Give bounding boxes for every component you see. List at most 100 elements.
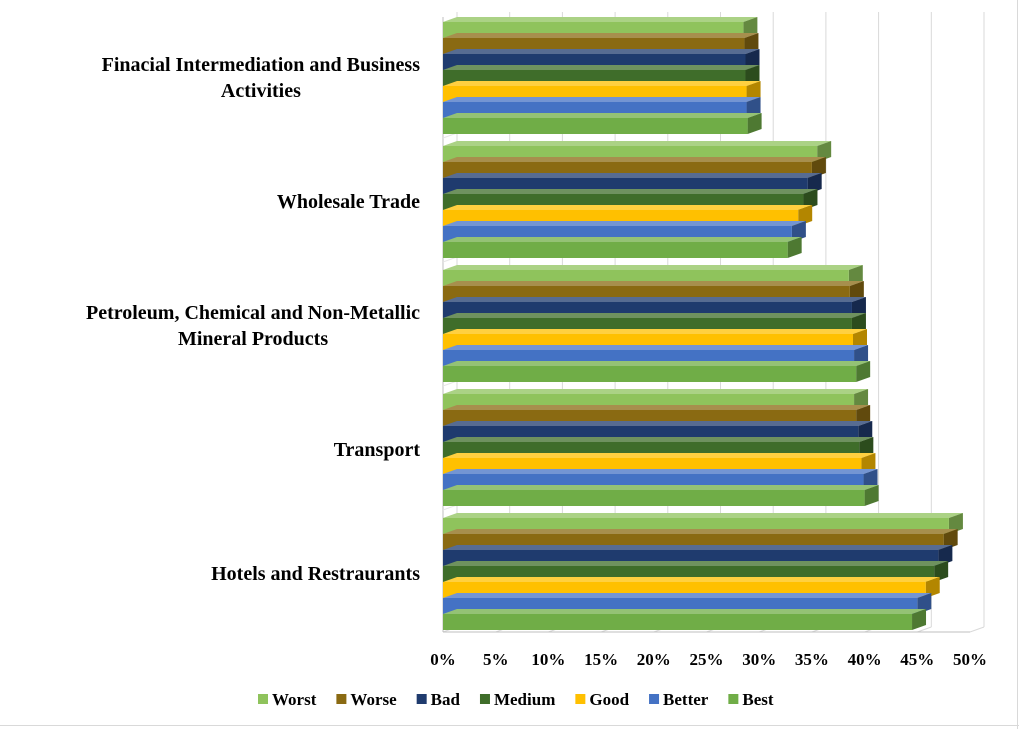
bar-best-1 — [443, 237, 802, 258]
bar-top-face — [443, 593, 932, 598]
x-tick-label: 5% — [483, 650, 509, 669]
bar-end-face — [912, 609, 927, 630]
bar-end-face — [811, 157, 826, 178]
bar-end-face — [943, 529, 958, 550]
category-label: Hotels and Restraurants — [211, 563, 420, 585]
bar-top-face — [443, 189, 818, 194]
bar-end-face — [853, 329, 868, 350]
bar-end-face — [807, 173, 822, 194]
legend-label: Bad — [431, 690, 461, 709]
bar-top-face — [443, 577, 940, 582]
legend-item-worse: Worse — [336, 690, 397, 709]
bar-end-face — [848, 265, 863, 286]
legend-swatch — [258, 694, 268, 704]
bar-top-face — [443, 97, 761, 102]
bar-top-face — [443, 529, 958, 534]
bar-end-face — [747, 113, 762, 134]
bar-end-face — [854, 345, 869, 366]
bar-top-face — [443, 405, 871, 410]
x-tick-label: 50% — [953, 650, 987, 669]
bar-best-0 — [443, 113, 762, 134]
bar-top-face — [443, 81, 761, 86]
legend-label: Best — [742, 690, 774, 709]
x-tick-label: 10% — [531, 650, 565, 669]
legend-label: Good — [589, 690, 629, 709]
legend-item-good: Good — [575, 690, 630, 709]
category-label: Transport — [334, 439, 421, 461]
bar-end-face — [858, 421, 873, 442]
bar-front-face — [443, 490, 865, 506]
bar-end-face — [934, 561, 949, 582]
frame-bottom-border — [0, 725, 1019, 726]
bar-top-face — [443, 141, 832, 146]
legend-swatch — [728, 694, 739, 704]
bar-top-face — [443, 485, 879, 490]
legend-swatch — [575, 694, 586, 704]
legend: Worst Worse Bad Medium Good Better Best — [258, 690, 774, 709]
category-label: Activities — [221, 80, 301, 102]
legend-swatch — [479, 694, 490, 704]
x-tick-label: 45% — [900, 650, 934, 669]
bar-end-face — [917, 593, 932, 614]
legend-item-medium: Medium — [479, 690, 555, 709]
bar-top-face — [443, 173, 822, 178]
bar-top-face — [443, 17, 758, 22]
bar-top-face — [443, 65, 760, 70]
x-tick-label: 0% — [430, 650, 456, 669]
bar-best-3 — [443, 485, 879, 506]
category-labels: Finacial Intermediation and Business Acti… — [86, 54, 420, 585]
bar-front-face — [443, 242, 788, 258]
x-tick-label: 40% — [848, 650, 882, 669]
legend-label: Medium — [494, 690, 555, 709]
bar-end-face — [746, 97, 761, 118]
bar-top-face — [443, 265, 863, 270]
bar-top-face — [443, 361, 871, 366]
bar-end-face — [854, 389, 869, 410]
legend-item-bad: Bad — [416, 690, 461, 709]
bar-top-face — [443, 561, 949, 566]
bar-top-face — [443, 33, 759, 38]
bar-end-face — [791, 221, 806, 242]
bar-top-face — [443, 421, 873, 426]
legend-swatch — [416, 694, 427, 704]
bar-end-face — [745, 65, 760, 86]
bar-end-face — [817, 141, 832, 162]
bar-end-face — [744, 33, 759, 54]
bar-top-face — [443, 453, 876, 458]
bar-top-face — [443, 157, 826, 162]
gridline-floor — [917, 626, 932, 633]
bar-end-face — [863, 469, 878, 490]
category-label: Mineral Products — [178, 328, 328, 350]
bar-end-face — [859, 437, 874, 458]
bar-end-face — [849, 281, 864, 302]
bar-front-face — [443, 118, 748, 134]
bar-top-face — [443, 545, 953, 550]
bar-best-4 — [443, 609, 927, 630]
legend-label: Better — [663, 690, 709, 709]
category-label: Wholesale Trade — [277, 191, 420, 213]
bar-end-face — [798, 205, 813, 226]
category-label: Petroleum, Chemical and Non-Metallic — [86, 302, 420, 324]
bar-top-face — [443, 237, 802, 242]
bar-end-face — [948, 513, 963, 534]
bar-end-face — [925, 577, 940, 598]
bar-end-face — [856, 405, 871, 426]
bar-top-face — [443, 389, 869, 394]
bars — [443, 17, 963, 630]
bar-end-face — [851, 313, 866, 334]
category-label: Finacial Intermediation and Business — [102, 54, 421, 76]
bar-end-face — [861, 453, 876, 474]
bar-top-face — [443, 469, 878, 474]
legend-swatch — [649, 694, 660, 704]
bar-end-face — [864, 485, 879, 506]
x-tick-label: 30% — [742, 650, 776, 669]
bar-top-face — [443, 609, 927, 614]
legend-label: Worse — [350, 690, 397, 709]
bar-top-face — [443, 281, 864, 286]
bar-top-face — [443, 437, 874, 442]
bar-end-face — [746, 81, 761, 102]
bar-top-face — [443, 313, 866, 318]
bar-top-face — [443, 329, 868, 334]
